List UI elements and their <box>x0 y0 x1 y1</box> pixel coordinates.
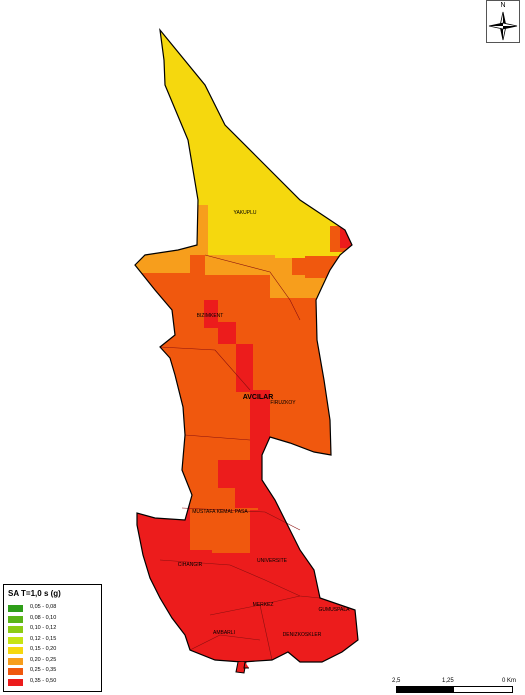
legend-swatch <box>8 636 23 644</box>
label-universite: UNIVERSITE <box>257 558 288 564</box>
legend-title: SA T=1,0 s (g) <box>8 589 61 598</box>
north-letter: N <box>500 2 506 9</box>
legend-label: 0,05 - 0,08 <box>30 604 57 610</box>
legend-swatch <box>8 647 23 654</box>
legend: SA T=1,0 s (g) 0,05 - 0,08 0,08 - 0,10 0,1… <box>3 584 102 692</box>
label-gumuspala: GUMUSPALA <box>318 607 350 613</box>
label-mustafa-kemal-pasa: MUSTAFA KEMAL PASA <box>192 509 248 515</box>
legend-swatch <box>8 657 23 665</box>
legend-swatch <box>8 678 23 686</box>
label-merkez: MERKEZ <box>253 602 274 608</box>
scale-label-left: 2,5 <box>392 678 401 684</box>
harbour-piers <box>235 661 249 674</box>
legend-label: 0,08 - 0,10 <box>30 614 57 621</box>
scale-bar-segment-white <box>453 686 513 693</box>
north-arrow-icon <box>488 11 518 41</box>
scale-label-right: 0 Km <box>502 678 517 684</box>
label-cihangir: CIHANGIR <box>178 562 203 568</box>
label-yakuplu: YAKUPLU <box>234 210 257 216</box>
north-arrow: N <box>486 0 520 43</box>
legend-label: 0,15 - 0,20 <box>30 646 57 652</box>
neighborhood-boundaries <box>159 254 321 661</box>
legend-swatch <box>8 626 23 633</box>
scale-bar: 2,5 1,25 0 Km <box>392 678 517 694</box>
scale-bar-segment-black <box>396 686 455 693</box>
label-firuzkoy: FIRUZKOY <box>270 400 296 406</box>
label-denizkosklar: DENIZKOSKLER <box>283 632 322 638</box>
neighborhood-labels: YAKUPLU BIZIMKENT AVCILAR FIRUZKOY MUSTA… <box>178 210 350 638</box>
label-avcilar: AVCILAR <box>243 394 274 401</box>
label-bizimkent: BIZIMKENT <box>197 313 224 319</box>
label-ambarli: AMBARLI <box>213 630 235 636</box>
legend-label: 0,10 - 0,12 <box>30 625 57 631</box>
legend-swatch <box>8 668 23 675</box>
legend-label: 0,35 - 0,50 <box>30 677 57 684</box>
legend-label: 0,25 - 0,35 <box>30 667 57 673</box>
legend-label: 0,20 - 0,25 <box>30 656 57 663</box>
legend-label: 0,12 - 0,15 <box>30 635 57 642</box>
legend-swatch <box>8 615 23 623</box>
legend-swatch <box>8 605 23 612</box>
scale-label-mid: 1,25 <box>442 678 454 684</box>
